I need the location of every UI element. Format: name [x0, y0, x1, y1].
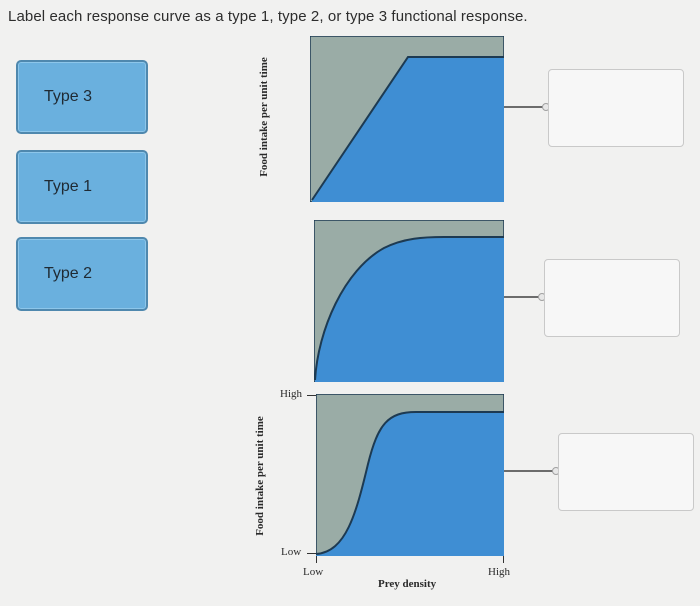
- response-curve-graph-1: [310, 36, 504, 202]
- instruction-text: Label each response curve as a type 1, t…: [8, 8, 528, 25]
- drop-zone-3[interactable]: [558, 433, 694, 511]
- drop-zone-2[interactable]: [544, 259, 680, 337]
- y-axis-high-label: High: [280, 388, 302, 400]
- choice-type-2[interactable]: Type 2: [16, 237, 148, 311]
- response-curve-graph-3: [316, 394, 504, 556]
- y-low-tick: [307, 553, 316, 554]
- x-low-tick: [316, 556, 317, 563]
- choice-type-1[interactable]: Type 1: [16, 150, 148, 224]
- y-axis-low-label: Low: [281, 546, 302, 558]
- drop-zone-1[interactable]: [548, 69, 684, 147]
- connector-line-1: [504, 106, 546, 108]
- x-axis-title: Prey density: [378, 578, 437, 590]
- x-axis-high-label: High: [488, 566, 510, 578]
- choice-label: Type 2: [43, 265, 93, 282]
- connector-line-3: [504, 470, 556, 472]
- x-high-tick: [503, 556, 504, 563]
- graph-top-y-axis-label: Food intake per unit time: [258, 57, 270, 177]
- choice-type-3[interactable]: Type 3: [16, 60, 148, 134]
- connector-line-2: [504, 296, 542, 298]
- choice-label: Type 3: [43, 88, 93, 105]
- x-axis-low-label: Low: [303, 566, 324, 578]
- graph-bottom-y-axis-label: Food intake per unit time: [254, 416, 266, 536]
- choice-label: Type 1: [43, 178, 93, 195]
- response-curve-graph-2: [314, 220, 504, 382]
- y-high-tick: [307, 395, 316, 396]
